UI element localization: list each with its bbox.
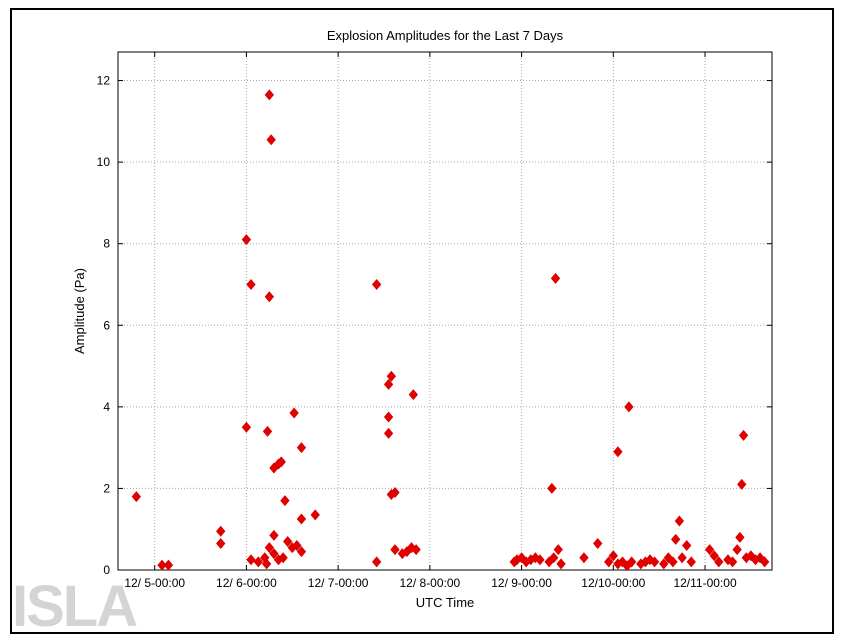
chart-frame: 12/ 5-00:00 12/ 6-00:00 12/ 7-00:00 12/ 8-0… [10, 8, 834, 634]
data-point [735, 531, 745, 543]
plot-area [117, 51, 773, 571]
data-point [732, 544, 742, 556]
data-points [131, 89, 770, 572]
data-point [292, 540, 302, 552]
data-point [296, 513, 307, 525]
x-axis-label: UTC Time [416, 595, 475, 610]
data-point [371, 278, 382, 290]
data-point [649, 556, 660, 568]
data-point [253, 556, 264, 568]
data-point [264, 89, 275, 101]
y-tick-label: 8 [103, 237, 110, 251]
data-point [246, 554, 256, 566]
y-tick-label: 0 [103, 563, 110, 577]
x-tick-label: 12/ 8-00:00 [400, 576, 461, 590]
data-point [278, 552, 288, 564]
data-point [296, 546, 307, 558]
data-point [397, 548, 408, 560]
data-point [659, 558, 669, 570]
data-point [613, 446, 623, 458]
data-point [280, 495, 290, 507]
data-point [262, 425, 273, 437]
data-point [553, 544, 563, 556]
x-tick-label: 12/ 6-00:00 [216, 576, 277, 590]
y-axis-label: Amplitude (Pa) [72, 268, 87, 354]
x-tick-label: 12/ 5-00:00 [124, 576, 185, 590]
data-point [608, 550, 618, 562]
data-point [390, 487, 400, 499]
data-point [163, 559, 174, 571]
data-point [383, 411, 394, 423]
data-point [283, 535, 293, 547]
data-point [626, 556, 637, 568]
data-point [579, 552, 589, 564]
data-point [714, 556, 724, 568]
data-point [604, 556, 614, 568]
data-point [289, 407, 299, 419]
data-point [556, 558, 566, 570]
data-point [530, 552, 541, 564]
x-tick-label: 12/ 7-00:00 [308, 576, 369, 590]
data-point [241, 421, 252, 433]
data-point [549, 552, 559, 564]
y-tick-label: 2 [103, 481, 110, 495]
data-point [386, 370, 397, 382]
data-point [383, 378, 394, 390]
y-tick-label: 12 [97, 74, 111, 88]
grid-lines [118, 52, 772, 570]
axis-ticks: 12/ 5-00:00 12/ 6-00:00 12/ 7-00:00 12/ 8-0… [97, 52, 772, 590]
data-point [246, 278, 256, 290]
data-point [671, 533, 681, 545]
x-tick-label: 12/ 9-00:00 [491, 576, 552, 590]
data-point [674, 515, 685, 527]
data-point [550, 272, 561, 284]
x-tick-label: 12/10-00:00 [581, 576, 645, 590]
data-point [593, 537, 603, 549]
data-point [310, 509, 320, 521]
data-point [241, 234, 252, 246]
data-point [406, 542, 417, 554]
data-point [737, 478, 747, 490]
data-point [131, 491, 142, 503]
data-point [264, 542, 275, 554]
data-point [682, 540, 692, 552]
data-point [216, 525, 226, 537]
data-point [411, 544, 421, 556]
data-point [264, 291, 275, 303]
data-point [216, 537, 226, 549]
scatter-chart: 12/ 5-00:00 12/ 6-00:00 12/ 7-00:00 12/ 8-0… [72, 28, 773, 610]
data-point [390, 544, 400, 556]
data-point [677, 552, 687, 564]
chart-title: Explosion Amplitudes for the Last 7 Days [327, 28, 564, 43]
y-tick-label: 10 [97, 155, 111, 169]
data-point [622, 560, 632, 572]
data-point [383, 427, 394, 439]
data-point [704, 544, 715, 556]
data-point [709, 550, 719, 562]
data-point [266, 134, 276, 146]
data-point [738, 429, 749, 441]
isla-watermark: ISLA [12, 574, 138, 639]
data-point [296, 442, 307, 454]
data-point [686, 556, 696, 568]
data-point [535, 554, 545, 566]
data-point [261, 558, 272, 570]
data-point [269, 529, 279, 541]
data-point [269, 548, 279, 560]
data-point [371, 556, 382, 568]
data-point [547, 482, 557, 494]
data-point [276, 456, 286, 468]
data-point [624, 401, 634, 413]
data-point [273, 554, 284, 566]
data-point [260, 552, 270, 564]
y-tick-label: 6 [103, 318, 110, 332]
data-point [157, 559, 167, 571]
data-point [668, 556, 678, 568]
data-point [759, 556, 770, 568]
x-tick-label: 12/11-00:00 [673, 576, 736, 590]
data-point [645, 554, 655, 566]
data-point [408, 389, 419, 401]
data-point [727, 556, 738, 568]
y-tick-label: 4 [103, 400, 110, 414]
